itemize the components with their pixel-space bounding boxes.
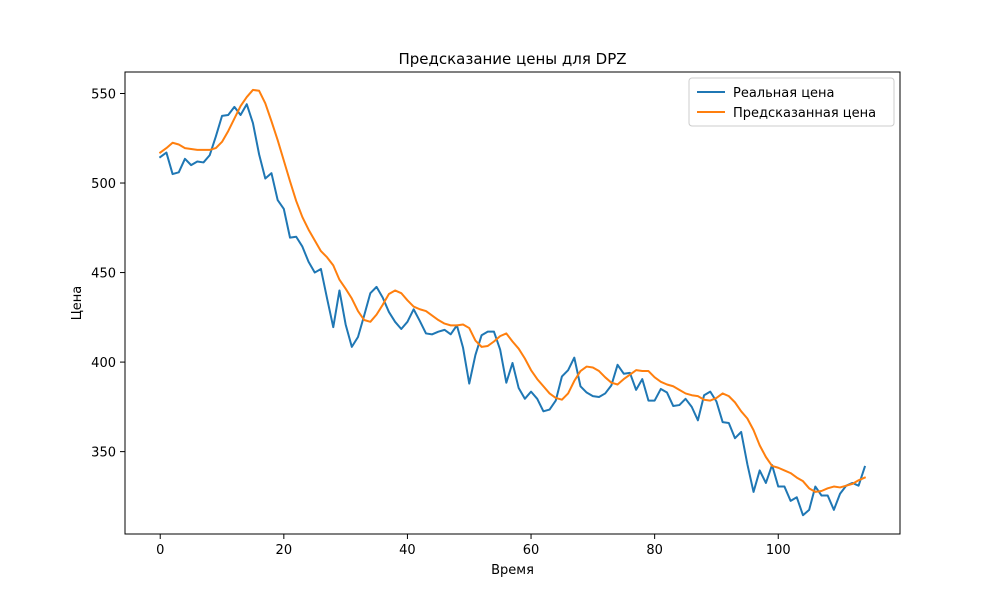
x-axis-label: Время (491, 563, 534, 578)
plot-area: 0 20 40 60 80 100 350 400 450 500 550 Реальная цена… (91, 71, 901, 558)
x-tick-label: 60 (523, 543, 540, 558)
y-tick-label: 550 (91, 87, 116, 102)
x-tick-label: 20 (276, 543, 293, 558)
axes-frame (124, 71, 901, 535)
y-tick-label: 400 (91, 356, 116, 371)
x-tick-label: 100 (766, 543, 791, 558)
y-axis-label: Цена (70, 286, 85, 321)
series-line-2 (158, 88, 867, 493)
y-tick-label: 450 (91, 267, 116, 282)
legend-box (688, 77, 895, 127)
y-tick-label: 350 (91, 446, 116, 461)
x-tick-label: 80 (646, 543, 663, 558)
x-tick-label: 40 (399, 543, 416, 558)
x-tick-label: 0 (156, 543, 164, 558)
series-line-1 (158, 103, 867, 517)
y-tick-label: 500 (91, 177, 116, 192)
legend-label-2: Предсказанная цена (733, 106, 876, 121)
legend: Реальная цена Предсказанная цена (688, 77, 895, 127)
legend-label-1: Реальная цена (733, 86, 835, 101)
chart-title: Предсказание цены для DPZ (398, 50, 626, 68)
